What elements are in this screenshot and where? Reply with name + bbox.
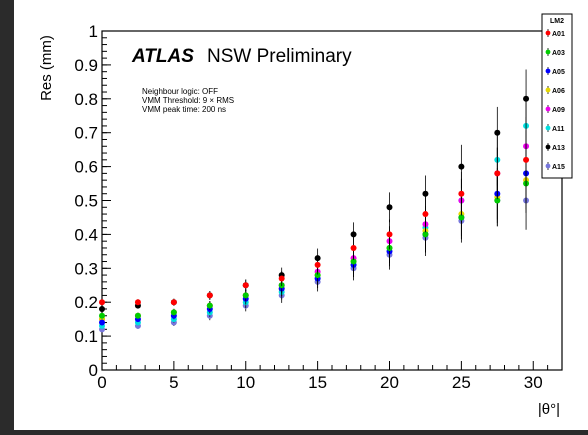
atlas-label: ATLAS	[131, 46, 194, 67]
legend-marker	[545, 30, 551, 36]
data-point	[206, 302, 213, 309]
legend-entry-A06: A06	[545, 86, 565, 95]
legend-title: LM2	[550, 18, 564, 25]
data-point	[422, 231, 429, 238]
y-tick-label: 0.9	[74, 56, 98, 75]
legend-entry-A03: A03	[545, 48, 565, 57]
series-A09	[99, 116, 530, 323]
axis-ticks: 0 5 10 15 20 25 30 0 0.1 0.2 0.3 0.4 0.5 0.6 0.7 0.8 0.9…	[74, 22, 563, 392]
series-A11	[99, 96, 530, 329]
series-A01	[99, 130, 530, 306]
info-vmm-threshold: VMM Threshold: 9 × RMS	[142, 96, 234, 105]
data-point	[99, 299, 105, 306]
data-point	[458, 214, 465, 221]
legend-entry-A11: A11	[545, 124, 565, 133]
y-tick-label: 0.2	[74, 293, 98, 312]
data-point	[386, 231, 393, 238]
series-A15	[99, 171, 530, 333]
data-point	[422, 211, 429, 218]
data-point	[170, 299, 177, 306]
data-point	[494, 129, 501, 136]
x-tick-label: 25	[452, 373, 471, 392]
legend-label: A01	[552, 31, 565, 38]
plot-canvas: 0 5 10 15 20 25 30 0 0.1 0.2 0.3 0.4 0.5 0.6 0.7 0.8 0.9…	[14, 0, 588, 430]
x-tick-label: 15	[308, 373, 327, 392]
info-neighbour-logic: Neighbour logic: OFF	[142, 87, 218, 96]
y-tick-label: 0.8	[74, 90, 98, 109]
resolution-chart: 0 5 10 15 20 25 30 0 0.1 0.2 0.3 0.4 0.5 0.6 0.7 0.8 0.9…	[38, 13, 573, 418]
x-tick-label: 20	[380, 373, 399, 392]
data-point	[134, 299, 141, 306]
legend-marker	[545, 49, 551, 55]
y-tick-label: 0.1	[74, 327, 98, 346]
series-A03	[99, 154, 530, 319]
data-point	[350, 258, 357, 265]
data-point	[314, 272, 321, 279]
data-point	[170, 309, 177, 316]
data-point	[242, 282, 249, 289]
legend-label: A15	[552, 164, 565, 171]
y-axis-title: Res (mm)	[38, 35, 55, 101]
x-tick-label: 10	[236, 373, 255, 392]
y-tick-label: 0.7	[74, 124, 98, 143]
y-tick-label: 0.5	[74, 192, 98, 211]
legend-entry-A05: A05	[545, 67, 565, 76]
data-point	[278, 275, 285, 282]
legend-entry-A15: A15	[545, 162, 565, 171]
data-point	[386, 204, 393, 211]
legend-marker	[545, 125, 551, 131]
data-point	[523, 156, 530, 163]
data-point	[314, 261, 321, 268]
legend-label: A11	[552, 126, 565, 133]
data-point	[494, 197, 501, 204]
data-point	[99, 319, 105, 326]
y-tick-label: 0.4	[74, 225, 98, 244]
legend-label: A06	[552, 88, 565, 95]
y-tick-label: 1	[89, 22, 98, 41]
data-point	[242, 292, 249, 299]
data-point	[458, 163, 465, 170]
data-point	[99, 312, 105, 319]
legend-marker	[545, 163, 551, 169]
y-tick-label: 0.3	[74, 259, 98, 278]
data-point	[99, 305, 105, 312]
data-point	[494, 170, 501, 177]
data-point	[350, 244, 357, 251]
legend-marker	[545, 144, 551, 150]
legend-box	[541, 13, 573, 179]
y-tick-label: 0.6	[74, 158, 98, 177]
chart-title: NSW Preliminary	[207, 46, 352, 67]
legend: LM2 A01 A03 A05 A06 A09 A11 A13 A15	[541, 13, 573, 179]
info-vmm-peak-time: VMM peak time: 200 ns	[142, 105, 226, 114]
legend-entry-A13: A13	[545, 143, 565, 152]
legend-items: A01 A03 A05 A06 A09 A11 A13 A15	[545, 29, 565, 171]
series-A06	[99, 150, 530, 323]
data-point	[206, 292, 213, 299]
data-point	[458, 190, 465, 197]
data-point	[350, 231, 357, 238]
data-series	[99, 69, 530, 333]
legend-label: A05	[552, 69, 565, 76]
legend-marker	[545, 87, 551, 93]
y-tick-label: 0	[89, 361, 98, 380]
data-point	[422, 190, 429, 197]
legend-entry-A09: A09	[545, 105, 565, 114]
x-tick-label: 0	[97, 373, 106, 392]
legend-label: A13	[552, 145, 565, 152]
x-axis-title: |θ°|	[538, 401, 560, 418]
legend-label: A03	[552, 50, 565, 57]
x-tick-label: 30	[524, 373, 543, 392]
legend-marker	[545, 68, 551, 74]
legend-marker	[545, 106, 551, 112]
legend-label: A09	[552, 107, 565, 114]
series-A05	[99, 144, 530, 326]
x-tick-label: 5	[169, 373, 178, 392]
data-point	[134, 312, 141, 319]
legend-entry-A01: A01	[545, 29, 565, 38]
